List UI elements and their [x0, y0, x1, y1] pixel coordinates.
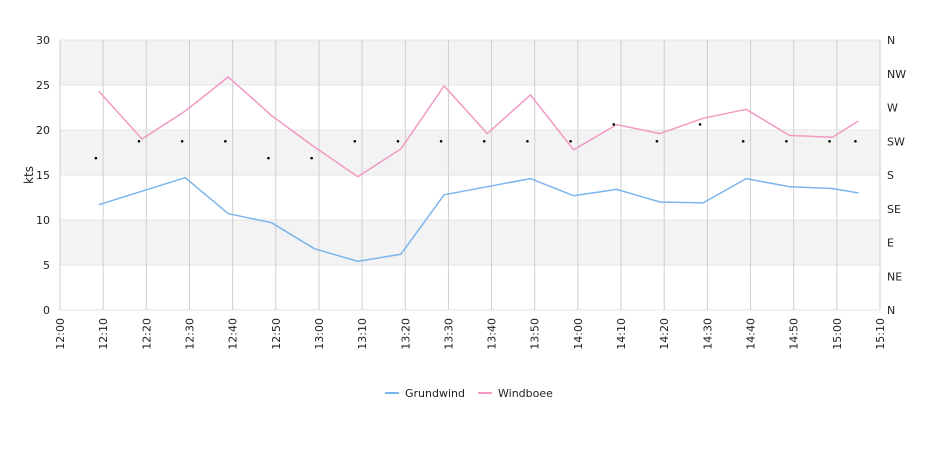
- plot-bands: [60, 40, 880, 310]
- direction-point: [854, 139, 857, 143]
- direction-point: [267, 156, 270, 160]
- y2-tick-label: NW: [887, 68, 906, 81]
- direction-point: [353, 139, 357, 143]
- x-tick-label: 14:50: [788, 318, 801, 350]
- plot-band: [60, 175, 880, 220]
- y-tick-label: 30: [36, 34, 50, 47]
- direction-point: [569, 139, 572, 143]
- x-tick-label: 15:10: [874, 318, 887, 350]
- direction-point: [526, 139, 529, 143]
- x-tick-label: 12:40: [227, 318, 240, 350]
- direction-point: [94, 156, 98, 160]
- y-tick-label: 25: [36, 79, 50, 92]
- x-tick-label: 12:50: [270, 318, 283, 350]
- series-line-grundwind: [98, 176, 859, 263]
- x-tick-label: 13:50: [529, 318, 542, 350]
- y-tick-label: 15: [36, 169, 50, 182]
- plot-band: [60, 130, 880, 175]
- plot-band: [60, 220, 880, 265]
- y2-axis-ticks: N NE E SE S SW W NW N: [887, 34, 906, 317]
- y2-tick-label: SW: [887, 135, 905, 148]
- x-tick-label: 14:00: [572, 318, 585, 350]
- direction-point: [698, 123, 702, 126]
- y-tick-label: 0: [43, 304, 50, 317]
- x-tick-label: 14:10: [615, 318, 628, 350]
- x-tick-label: 13:40: [486, 318, 499, 350]
- y2-tick-label: E: [887, 237, 894, 250]
- direction-point: [439, 139, 443, 143]
- series-line-windboee: [98, 76, 859, 178]
- x-tick-label: 14:20: [658, 318, 671, 350]
- direction-point: [828, 139, 831, 143]
- direction-point: [396, 139, 400, 143]
- x-tick-label: 12:30: [183, 318, 196, 350]
- x-axis-ticks: 12:00 12:10 12:20 12:30 12:40 12:50 13:00 13:10…: [54, 318, 887, 350]
- plot-band: [60, 85, 880, 130]
- x-tick-label: 13:00: [313, 318, 326, 350]
- x-tick-label: 13:10: [356, 318, 369, 350]
- direction-point: [137, 139, 141, 143]
- legend-item-grundwind[interactable]: Grundwind: [385, 387, 465, 400]
- legend: Grundwind Windboee: [385, 387, 553, 400]
- plot-band: [60, 40, 880, 85]
- y-tick-label: 10: [36, 214, 50, 227]
- y2-tick-label: NE: [887, 270, 902, 283]
- x-tick-label: 12:20: [140, 318, 153, 350]
- legend-label-grundwind: Grundwind: [405, 387, 465, 400]
- y-tick-label: 20: [36, 124, 50, 137]
- y2-tick-label: W: [887, 102, 898, 115]
- x-tick-label: 13:30: [442, 318, 455, 350]
- direction-point: [612, 123, 616, 126]
- y-axis-ticks: 0 5 10 15 20 25 30: [36, 34, 50, 317]
- y2-tick-label: SE: [887, 203, 901, 216]
- x-tick-label: 12:00: [54, 318, 67, 350]
- x-tick-label: 14:40: [745, 318, 758, 350]
- y2-tick-label: N: [887, 304, 895, 317]
- direction-point: [310, 156, 313, 160]
- series-lines: [98, 76, 859, 263]
- x-tick-label: 13:20: [399, 318, 412, 350]
- y-axis-label: kts: [22, 166, 36, 184]
- y2-tick-label: S: [887, 169, 894, 182]
- direction-points: [94, 123, 857, 160]
- direction-point: [224, 139, 227, 143]
- direction-point: [482, 139, 486, 143]
- x-tick-label: 12:10: [97, 318, 110, 350]
- legend-label-windboee: Windboee: [498, 387, 553, 400]
- x-tick-label: 14:30: [701, 318, 714, 350]
- plot-band: [60, 265, 880, 310]
- direction-point: [785, 139, 788, 143]
- direction-point: [655, 139, 659, 143]
- legend-item-windboee[interactable]: Windboee: [478, 387, 553, 400]
- y2-tick-label: N: [887, 34, 895, 47]
- gridlines: [59, 39, 881, 311]
- direction-point: [180, 139, 184, 143]
- x-tick-label: 15:00: [831, 318, 844, 350]
- direction-point: [741, 139, 745, 143]
- y-tick-label: 5: [43, 259, 50, 272]
